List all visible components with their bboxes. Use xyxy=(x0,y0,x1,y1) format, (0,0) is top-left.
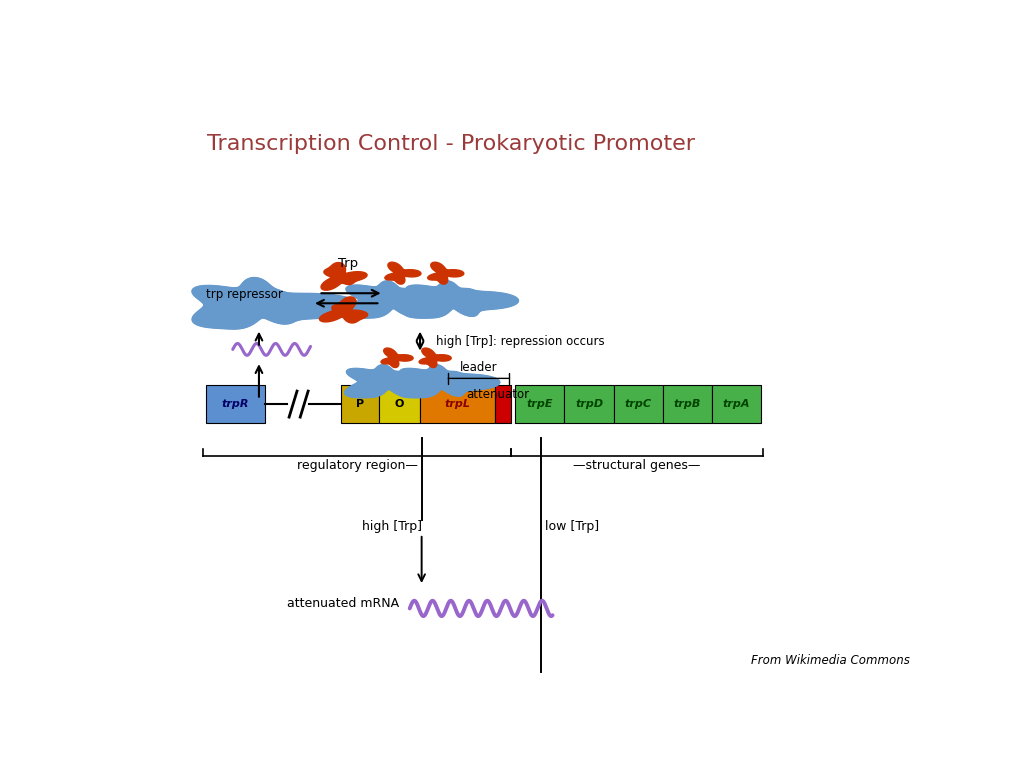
Text: trpA: trpA xyxy=(723,399,751,409)
Polygon shape xyxy=(344,365,446,398)
Text: trpC: trpC xyxy=(625,399,652,409)
Bar xyxy=(613,385,663,423)
Text: leader: leader xyxy=(460,361,498,374)
Bar xyxy=(379,385,420,423)
Text: O: O xyxy=(394,399,404,409)
Bar xyxy=(341,385,379,423)
Polygon shape xyxy=(319,297,368,323)
Polygon shape xyxy=(385,262,421,284)
Bar xyxy=(564,385,613,423)
Polygon shape xyxy=(428,262,464,284)
Bar xyxy=(663,385,712,423)
Polygon shape xyxy=(344,281,459,318)
Text: Trp: Trp xyxy=(338,257,358,270)
Polygon shape xyxy=(419,348,452,368)
Polygon shape xyxy=(403,281,518,318)
Polygon shape xyxy=(398,365,500,398)
Polygon shape xyxy=(321,263,367,290)
Text: trpD: trpD xyxy=(575,399,603,409)
Polygon shape xyxy=(381,348,413,368)
Text: high [Trp]: repression occurs: high [Trp]: repression occurs xyxy=(436,335,604,348)
Text: high [Trp]: high [Trp] xyxy=(361,520,422,533)
Text: trpL: trpL xyxy=(444,399,471,409)
Text: attenuator: attenuator xyxy=(467,388,529,401)
Text: trp repressor: trp repressor xyxy=(206,288,283,301)
Text: —structural genes—: —structural genes— xyxy=(573,458,700,472)
Text: P: P xyxy=(355,399,364,409)
Bar xyxy=(712,385,761,423)
Bar xyxy=(206,385,265,423)
Text: trpE: trpE xyxy=(526,399,553,409)
Polygon shape xyxy=(191,277,360,329)
Text: low [Trp]: low [Trp] xyxy=(545,520,599,533)
Text: regulatory region—: regulatory region— xyxy=(297,458,418,472)
Bar xyxy=(496,385,511,423)
Text: From Wikimedia Commons: From Wikimedia Commons xyxy=(751,654,909,667)
Text: trpB: trpB xyxy=(674,399,701,409)
Text: trpR: trpR xyxy=(222,399,249,409)
Bar xyxy=(515,385,564,423)
Text: Transcription Control - Prokaryotic Promoter: Transcription Control - Prokaryotic Prom… xyxy=(207,134,695,154)
Text: attenuated mRNA: attenuated mRNA xyxy=(287,598,398,611)
Bar xyxy=(420,385,496,423)
